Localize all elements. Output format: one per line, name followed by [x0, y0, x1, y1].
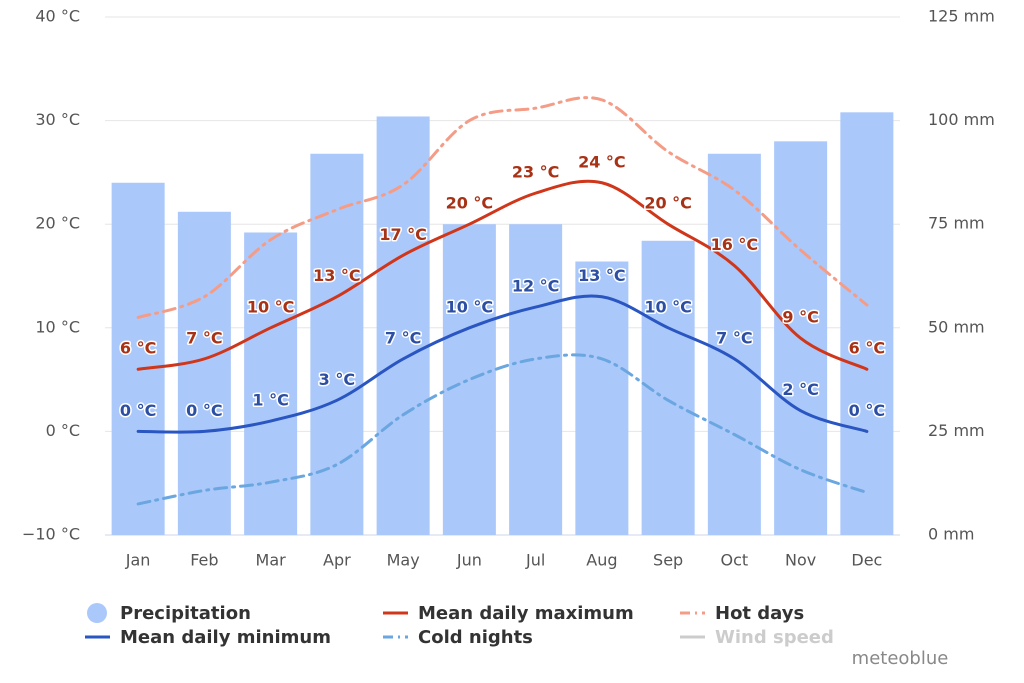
line	[136, 294, 869, 434]
x-tick-label: Apr	[323, 551, 351, 570]
x-tick-label: Sep	[653, 551, 683, 570]
data-label: 13 °C	[578, 266, 626, 285]
x-tick-label: May	[387, 551, 420, 570]
y-tick-label: 10 °C	[35, 317, 80, 336]
y2-tick-label: 50 mm	[928, 317, 985, 336]
y2-tick-label: 75 mm	[928, 214, 985, 233]
x-tick-label: Feb	[190, 551, 218, 570]
data-label: 23 °C	[512, 163, 560, 182]
data-label: 20 °C	[446, 194, 494, 213]
x-tick-label: Jul	[525, 551, 545, 570]
y-tick-label: −10 °C	[22, 525, 80, 544]
data-label: 24 °C	[578, 152, 626, 171]
y2-tick-label: 0 mm	[928, 525, 974, 544]
bar	[244, 232, 298, 535]
data-label: 9 °C	[782, 308, 818, 327]
line	[136, 96, 869, 319]
bar	[376, 116, 430, 536]
bar	[707, 153, 761, 535]
data-label: 7 °C	[385, 328, 421, 347]
data-label: 0 °C	[120, 401, 156, 420]
credit: meteoblue	[852, 648, 949, 669]
y2-tick-label: 125 mm	[928, 7, 995, 26]
legend-label: Precipitation	[120, 603, 251, 624]
x-tick-label: Dec	[851, 551, 882, 570]
bar	[575, 261, 629, 535]
y-tick-label: 20 °C	[35, 214, 80, 233]
y-tick-label: 40 °C	[35, 7, 80, 26]
y-tick-label: 30 °C	[35, 110, 80, 129]
bar	[177, 211, 231, 535]
legend-label: Mean daily minimum	[120, 627, 331, 648]
bar	[442, 224, 496, 535]
legend-label: Mean daily maximum	[418, 603, 634, 624]
x-tick-label: Jan	[125, 551, 151, 570]
x-tick-label: Jun	[456, 551, 482, 570]
data-label: 6 °C	[120, 339, 156, 358]
data-label: 10 °C	[446, 297, 494, 316]
data-label: 6 °C	[849, 339, 885, 358]
line	[136, 179, 869, 371]
data-label: 2 °C	[782, 380, 818, 399]
bar	[111, 182, 165, 535]
x-tick-label: Nov	[785, 551, 816, 570]
data-label: 0 °C	[186, 401, 222, 420]
data-label: 7 °C	[186, 328, 222, 347]
x-tick-label: Aug	[586, 551, 617, 570]
data-label: 7 °C	[716, 328, 752, 347]
data-label: 10 °C	[644, 297, 692, 316]
data-label: 16 °C	[711, 235, 759, 254]
data-label: 17 °C	[379, 225, 427, 244]
data-label: 10 °C	[247, 297, 295, 316]
data-label: 0 °C	[849, 401, 885, 420]
y2-tick-label: 100 mm	[928, 110, 995, 129]
legend-label: Cold nights	[418, 627, 533, 648]
bar	[840, 112, 894, 535]
data-label: 1 °C	[252, 391, 288, 410]
legend-label: Wind speed	[715, 627, 834, 648]
legend-marker	[87, 603, 107, 623]
y2-tick-label: 25 mm	[928, 421, 985, 440]
data-label: 3 °C	[319, 370, 355, 389]
data-label: 13 °C	[313, 266, 361, 285]
legend-label: Hot days	[715, 603, 804, 624]
bar	[509, 224, 563, 535]
x-tick-label: Mar	[256, 551, 287, 570]
bar	[310, 153, 364, 535]
y-tick-label: 0 °C	[46, 421, 80, 440]
data-label: 20 °C	[644, 194, 692, 213]
line	[136, 353, 869, 506]
data-label: 12 °C	[512, 277, 560, 296]
x-tick-label: Oct	[721, 551, 749, 570]
